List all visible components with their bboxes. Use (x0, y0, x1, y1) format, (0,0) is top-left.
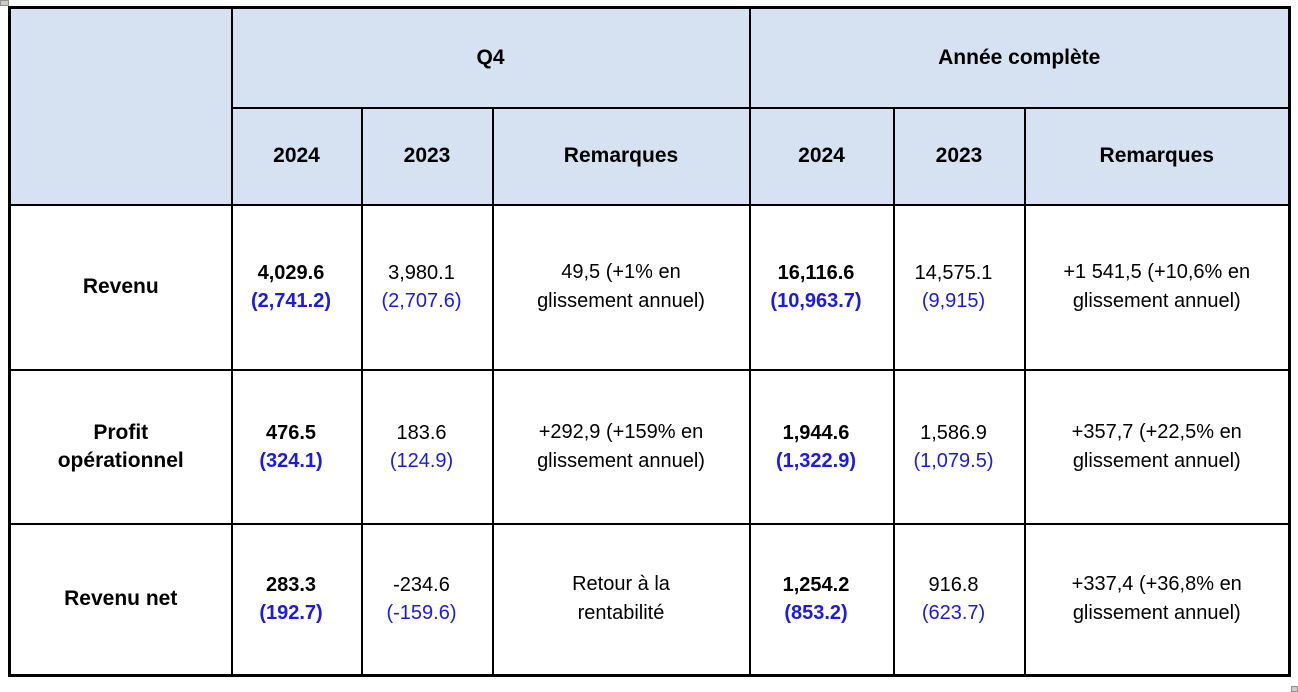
cell-revenu-net-fy-2023: 916.8 (623.7) (892, 522, 1026, 677)
remark-line: rentabilité (577, 602, 665, 625)
header-fy-2024: 2024 (748, 106, 895, 206)
header-group-q4: Q4 (230, 6, 751, 109)
value-main: 16,116.6 (777, 262, 855, 284)
value-secondary: (10,963.7) (770, 290, 862, 312)
cell-profit-fy-2024: 1,944.6 (1,322.9) (748, 368, 895, 525)
remark-line: +1 541,5 (+10,6% en (1063, 261, 1251, 283)
header-fy-remarks: Remarques (1023, 106, 1291, 206)
value-main: 283.3 (265, 574, 317, 597)
value-main: 3,980.1 (388, 262, 455, 284)
row-revenu: Revenu 4,029.6 (2,741.2) 3,980.1 (2,707.… (8, 203, 1291, 371)
cell-revenu-q4-2023: 3,980.1 (2,707.6) (360, 203, 494, 371)
resize-handle-artifact-top-left (0, 0, 9, 6)
value-main: 183.6 (396, 421, 447, 444)
value-secondary: (124.9) (389, 449, 454, 472)
cell-revenu-net-fy-remarks: +337,4 (+36,8% en glissement annuel) (1023, 522, 1291, 677)
value-main: 1,944.6 (782, 421, 850, 444)
row-label-line: Revenu (82, 275, 159, 298)
remark-line: 49,5 (+1% en (561, 261, 681, 283)
cell-revenu-net-fy-2024: 1,254.2 (853.2) (748, 522, 895, 677)
value-main: 1,254.2 (782, 574, 850, 597)
header-fy-2023: 2023 (892, 106, 1026, 206)
value-secondary: (623.7) (921, 602, 986, 625)
value-secondary: (2,741.2) (250, 290, 332, 312)
financial-results-table: Q4 Année complète 2024 2023 Remarques 20… (8, 6, 1291, 677)
row-label-line: Revenu net (64, 587, 178, 611)
value-secondary: (324.1) (259, 449, 323, 472)
value-main: 476.5 (265, 421, 317, 444)
value-secondary: (9,915) (921, 290, 986, 312)
cell-profit-q4-2024: 476.5 (324.1) (230, 368, 363, 525)
remark-line: +337,4 (+36,8% en (1071, 573, 1242, 596)
header-q4-2024: 2024 (230, 106, 363, 206)
value-main: 916.8 (928, 574, 979, 597)
row-label-revenu: Revenu (8, 203, 233, 371)
row-revenu-net: Revenu net 283.3 (192.7) -234.6 (-159.6)… (8, 522, 1291, 677)
value-secondary: (2,707.6) (381, 290, 462, 312)
value-secondary: (1,079.5) (913, 449, 994, 472)
row-label-profit-operationnel: Profit opérationnel (8, 368, 233, 525)
remark-line: +292,9 (+159% en (538, 420, 704, 443)
header-q4-2023: 2023 (360, 106, 494, 206)
value-main: -234.6 (393, 574, 450, 597)
cell-revenu-fy-remarks: +1 541,5 (+10,6% en glissement annuel) (1023, 203, 1291, 371)
cell-profit-q4-remarks: +292,9 (+159% en glissement annuel) (491, 368, 751, 525)
remark-line: glissement annuel) (537, 449, 705, 472)
value-secondary: (853.2) (784, 602, 848, 625)
remark-line: +357,7 (+22,5% en (1071, 420, 1242, 443)
header-group-full-year: Année complète (748, 6, 1291, 109)
value-main: 14,575.1 (914, 262, 993, 284)
remark-line: glissement annuel) (1072, 602, 1241, 625)
value-secondary: (192.7) (259, 602, 323, 625)
cell-profit-fy-2023: 1,586.9 (1,079.5) (892, 368, 1026, 525)
cell-revenu-q4-2024: 4,029.6 (2,741.2) (230, 203, 363, 371)
resize-handle-artifact-bottom-right (1291, 686, 1298, 692)
header-row-years: 2024 2023 Remarques 2024 2023 Remarques (10, 106, 1291, 206)
cell-profit-fy-remarks: +357,7 (+22,5% en glissement annuel) (1023, 368, 1291, 525)
value-secondary: (1,322.9) (775, 449, 857, 472)
corner-cell (8, 6, 233, 206)
cell-revenu-net-q4-remarks: Retour à la rentabilité (491, 522, 751, 677)
cell-revenu-net-q4-2023: -234.6 (-159.6) (360, 522, 494, 677)
row-label-line: opérationnel (57, 448, 184, 472)
header-row-groups: Q4 Année complète (8, 6, 1291, 206)
remark-line: glissement annuel) (1072, 449, 1241, 472)
cell-revenu-q4-remarks: 49,5 (+1% en glissement annuel) (491, 203, 751, 371)
remark-line: glissement annuel) (1072, 290, 1241, 312)
row-profit-operationnel: Profit opérationnel 476.5 (324.1) 183.6 … (8, 368, 1291, 525)
remark-line: glissement annuel) (537, 290, 705, 312)
cell-revenu-fy-2023: 14,575.1 (9,915) (892, 203, 1026, 371)
value-main: 1,586.9 (920, 421, 987, 444)
header-q4-remarks: Remarques (491, 106, 751, 206)
cell-revenu-net-q4-2024: 283.3 (192.7) (230, 522, 363, 677)
value-secondary: (-159.6) (386, 602, 457, 625)
cell-revenu-fy-2024: 16,116.6 (10,963.7) (748, 203, 895, 371)
value-main: 4,029.6 (257, 262, 325, 284)
cell-profit-q4-2023: 183.6 (124.9) (360, 368, 494, 525)
row-label-line: Profit (93, 420, 149, 444)
remark-line: Retour à la (572, 573, 670, 596)
row-label-revenu-net: Revenu net (8, 522, 233, 677)
